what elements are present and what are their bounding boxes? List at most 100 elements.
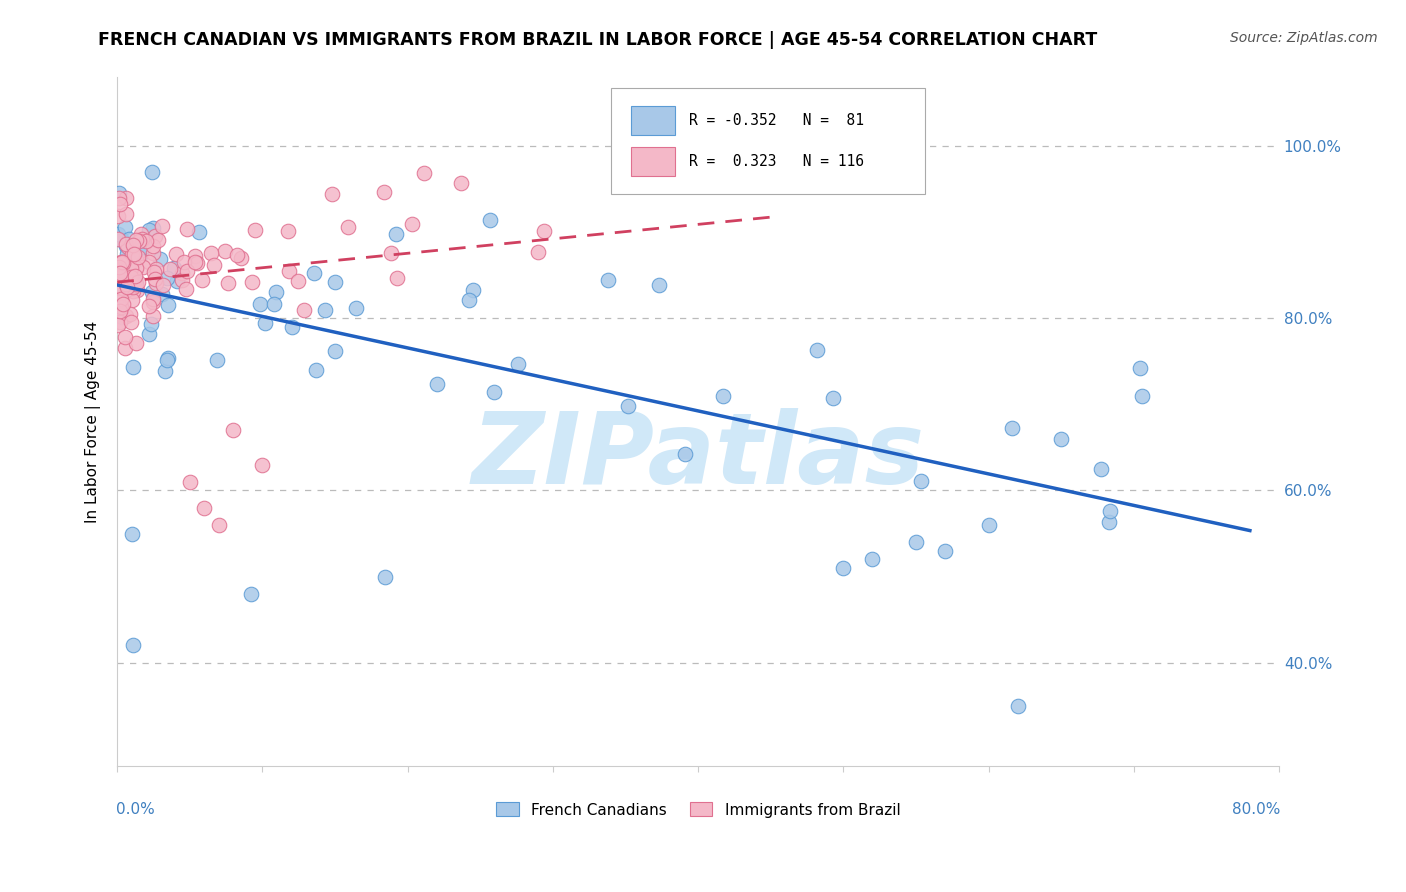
Point — [479, 213, 502, 227]
Point — [254, 316, 277, 330]
Point — [179, 475, 201, 489]
Point — [145, 276, 167, 290]
Point — [461, 283, 484, 297]
Point — [114, 239, 136, 253]
Point — [108, 315, 131, 329]
Point — [278, 264, 301, 278]
Point — [401, 217, 423, 231]
Point — [141, 318, 163, 332]
Point — [153, 364, 176, 378]
Point — [240, 275, 263, 289]
Point — [200, 246, 222, 260]
Point — [1007, 698, 1029, 713]
Point — [132, 240, 155, 254]
Point — [107, 277, 129, 292]
Point — [263, 297, 285, 311]
Point — [110, 293, 132, 308]
Point — [122, 277, 145, 292]
Point — [527, 245, 550, 260]
Point — [323, 344, 346, 359]
Text: Source: ZipAtlas.com: Source: ZipAtlas.com — [1230, 31, 1378, 45]
Point — [117, 261, 139, 276]
Point — [121, 526, 143, 541]
Point — [131, 232, 153, 246]
Point — [138, 223, 160, 237]
Point — [110, 293, 132, 307]
Point — [127, 283, 149, 297]
Point — [121, 247, 143, 261]
Point — [832, 561, 855, 575]
Point — [149, 252, 172, 267]
Point — [110, 270, 132, 285]
Point — [673, 447, 696, 461]
Point — [120, 245, 142, 260]
Point — [111, 233, 134, 247]
Point — [142, 294, 165, 309]
Point — [252, 458, 274, 472]
Point — [125, 335, 148, 350]
Point — [114, 220, 136, 235]
Point — [821, 391, 844, 405]
Point — [208, 517, 231, 532]
Point — [336, 220, 359, 235]
FancyBboxPatch shape — [631, 105, 675, 135]
Point — [176, 264, 198, 278]
Point — [127, 250, 149, 264]
Point — [108, 260, 131, 275]
Point — [193, 500, 215, 515]
Point — [245, 223, 267, 237]
Point — [173, 255, 195, 269]
Point — [110, 255, 132, 269]
Point — [114, 276, 136, 290]
Point — [1090, 462, 1112, 476]
Point — [174, 282, 197, 296]
Point — [107, 266, 129, 280]
Point — [122, 280, 145, 294]
Point — [111, 281, 134, 295]
Point — [125, 277, 148, 291]
Point — [934, 543, 956, 558]
Text: 0.0%: 0.0% — [117, 802, 155, 817]
Point — [124, 276, 146, 290]
Point — [110, 266, 132, 280]
Point — [141, 165, 163, 179]
Point — [482, 384, 505, 399]
Point — [107, 232, 129, 246]
Point — [143, 229, 166, 244]
Point — [121, 238, 143, 252]
Point — [108, 303, 131, 318]
Point — [249, 297, 271, 311]
Point — [207, 353, 229, 368]
Point — [165, 247, 187, 261]
Point — [127, 275, 149, 289]
Point — [860, 552, 883, 566]
Point — [128, 234, 150, 248]
Point — [231, 251, 253, 265]
Point — [107, 227, 129, 242]
Point — [239, 587, 262, 601]
FancyBboxPatch shape — [612, 87, 925, 194]
Point — [125, 261, 148, 276]
Point — [125, 252, 148, 267]
Point — [115, 191, 138, 205]
Point — [108, 289, 131, 303]
Point — [114, 342, 136, 356]
Point — [292, 303, 315, 318]
Point — [120, 270, 142, 285]
Point — [115, 237, 138, 252]
Point — [1130, 389, 1153, 403]
Point — [110, 263, 132, 277]
Point — [145, 262, 167, 277]
Point — [305, 363, 328, 377]
Point — [1001, 420, 1024, 434]
Point — [142, 265, 165, 279]
Point — [183, 254, 205, 268]
Point — [122, 639, 145, 653]
Point — [533, 223, 555, 237]
Point — [115, 284, 138, 298]
Point — [380, 246, 402, 260]
Point — [110, 255, 132, 269]
Point — [170, 267, 193, 281]
Point — [977, 517, 1000, 532]
Point — [222, 423, 245, 437]
